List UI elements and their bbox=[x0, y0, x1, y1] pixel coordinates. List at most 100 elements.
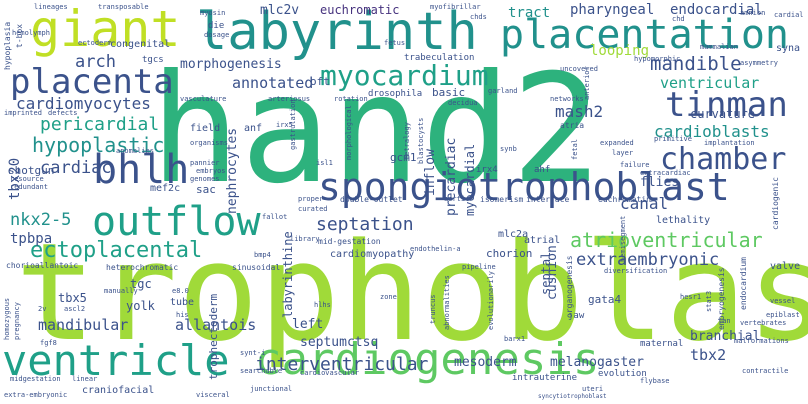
word-endocardium: endocardium bbox=[739, 257, 748, 310]
word-valve: valve bbox=[770, 261, 801, 272]
word-proper: proper bbox=[298, 195, 324, 203]
word-fgf8: fgf8 bbox=[40, 339, 57, 347]
word-anterior: anterior bbox=[583, 66, 591, 100]
word-homozygous: homozygous bbox=[3, 297, 11, 340]
word-ectoplacental: ectoplacental bbox=[30, 238, 203, 263]
word-genomes: genomes bbox=[190, 175, 220, 183]
word-epiblast: epiblast bbox=[766, 311, 800, 319]
word-extraembryonic: extraembryonic bbox=[576, 250, 720, 270]
word-chamber: chamber bbox=[660, 142, 787, 177]
word-uteri: uteri bbox=[582, 385, 604, 393]
word-septal: septal bbox=[539, 251, 553, 295]
word-zone: zone bbox=[380, 293, 397, 301]
word-hand2: hand2 bbox=[150, 43, 602, 217]
word-tinman: tinman bbox=[665, 85, 788, 125]
word-ascl2: ascl2 bbox=[64, 305, 86, 313]
word-cardiomyopathy: cardiomyopathy bbox=[330, 249, 415, 260]
word-fallot: fallot bbox=[262, 213, 288, 221]
word-pannier: pannier bbox=[190, 159, 220, 167]
word-evolutionarily: evolutionarily bbox=[487, 270, 495, 330]
word-organogenesis: organogenesis bbox=[565, 255, 574, 318]
word-atria: atria bbox=[560, 121, 585, 130]
word-double-outlet: double-outlet bbox=[340, 195, 403, 204]
word-hypoplasia: hypoplasia bbox=[3, 21, 12, 70]
word-hemisegment: hemisegment bbox=[619, 215, 627, 262]
word-library: library bbox=[290, 235, 320, 243]
word-euchromatin: euchromatin bbox=[598, 195, 651, 204]
word-flies: flies bbox=[640, 175, 680, 190]
word-curvature: curvature bbox=[690, 107, 756, 121]
word-annotated: annotated bbox=[232, 74, 314, 92]
word-pipeline: pipeline bbox=[462, 263, 496, 271]
word-synb: synb bbox=[500, 145, 517, 153]
word-heterochromatic: heterochromatic bbox=[106, 263, 179, 272]
word-arch: arch bbox=[75, 52, 116, 72]
word-gata4: gata4 bbox=[588, 293, 622, 306]
word-syncytiotrophoblast: syncytiotrophoblast bbox=[538, 393, 607, 400]
word-syna: syna bbox=[776, 43, 801, 54]
word-layer: layer bbox=[612, 149, 634, 157]
word-midgestation: midgestation bbox=[10, 375, 61, 383]
word-anf: anf bbox=[244, 123, 263, 134]
word-trophoblast: trophoblast bbox=[15, 214, 808, 371]
word-truncus: truncus bbox=[429, 294, 437, 324]
word-septation: septation bbox=[316, 214, 414, 235]
word-contractile: contractile bbox=[742, 367, 789, 375]
word-tract: tract bbox=[508, 5, 551, 21]
word-extracardiac: extracardiac bbox=[640, 169, 691, 177]
word-left: left bbox=[292, 317, 324, 332]
word-arteriosus: arteriosus bbox=[268, 95, 311, 103]
word-lethality: lethality bbox=[656, 215, 711, 226]
word-his: his bbox=[176, 311, 189, 319]
word-cardioblasts: cardioblasts bbox=[654, 122, 770, 141]
word-melanogaster: melanogaster bbox=[550, 355, 644, 370]
word-hemolymph: hemolymph bbox=[12, 29, 50, 37]
word-precardiac: precardiac bbox=[444, 137, 459, 216]
word-searchable: searchable bbox=[240, 367, 283, 375]
word-visceral: visceral bbox=[196, 391, 230, 399]
word-linear: linear bbox=[72, 375, 98, 383]
word-pregnancy: pregnancy bbox=[13, 302, 21, 340]
word-failure: failure bbox=[620, 161, 650, 169]
word-bmp4: bmp4 bbox=[254, 251, 271, 259]
word-craniofacial: craniofacial bbox=[82, 385, 155, 396]
word-e8.0: e8.0 bbox=[172, 287, 189, 295]
word-branchial: branchial bbox=[690, 329, 761, 344]
word-hesr1: hesr1 bbox=[680, 293, 702, 301]
word-abnormalities: abnormalities bbox=[443, 275, 451, 330]
word-atrioventricular: atrioventricular bbox=[570, 228, 763, 252]
word-labyrinth: labyrinth bbox=[196, 2, 478, 62]
word-myosin: myosin bbox=[200, 9, 226, 17]
word-embryos: embryos bbox=[196, 167, 226, 175]
word-trabeculation: trabeculation bbox=[404, 53, 475, 63]
word-maternal: maternal bbox=[640, 339, 684, 349]
word-giant: giant bbox=[30, 0, 181, 58]
word-hypomorphic: hypomorphic bbox=[634, 55, 681, 63]
word-barx1: barx1 bbox=[504, 335, 526, 343]
word-pericardial: pericardial bbox=[40, 114, 160, 135]
word-endothelin-a: endothelin-a bbox=[410, 245, 461, 253]
word-tan: tan bbox=[718, 317, 731, 325]
word-imprinted: imprinted bbox=[4, 109, 42, 117]
word-irx5: irx5 bbox=[276, 121, 293, 129]
word-expanded: expanded bbox=[600, 139, 634, 147]
word-malformations: malformations bbox=[734, 337, 789, 345]
word-hypoplastic: hypoplastic bbox=[32, 133, 165, 157]
word-diversification: diversification bbox=[604, 267, 668, 275]
word-chd: chd bbox=[672, 15, 685, 23]
word-oft: oft bbox=[310, 75, 330, 88]
word-mlc2v: mlc2v bbox=[260, 3, 300, 18]
word-bhlh: bhlh bbox=[93, 147, 190, 193]
word-mandible: mandible bbox=[650, 53, 742, 75]
word-mlc2a: mlc2a bbox=[498, 229, 529, 240]
word-jaw: jaw bbox=[568, 311, 585, 321]
word-tgcs: tgcs bbox=[142, 55, 164, 65]
word-chorioallantoic: chorioallantoic bbox=[6, 261, 79, 270]
word-pharyngeal: pharyngeal bbox=[570, 2, 655, 18]
word-transposable: transposable bbox=[98, 3, 149, 11]
word-nephrocytes: nephrocytes bbox=[225, 127, 240, 214]
word-rotation: rotation bbox=[334, 95, 368, 103]
word-cardiogenic: cardiogenic bbox=[771, 177, 780, 230]
word-networks: networks bbox=[550, 95, 584, 103]
